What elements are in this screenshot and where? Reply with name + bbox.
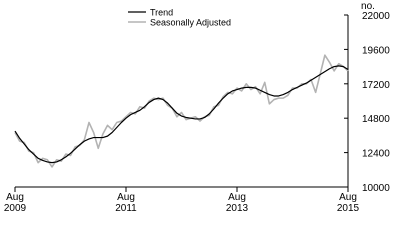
y-tick-label: 12400 bbox=[362, 149, 390, 160]
chart: no. 10000 12400 14800 17200 19600 22000 Aug 200… bbox=[4, 1, 390, 214]
x-tick-label: Aug 2013 bbox=[226, 192, 249, 214]
x-tick-label: Aug 2015 bbox=[337, 192, 360, 214]
y-tick-label: 10000 bbox=[362, 183, 390, 194]
x-tick-label: Aug 2009 bbox=[4, 192, 27, 214]
legend-label: Seasonally Adjusted bbox=[150, 18, 231, 28]
series-line bbox=[14, 54, 349, 168]
y-tick-label: 22000 bbox=[362, 11, 390, 22]
x-tick-label: Aug 2011 bbox=[115, 192, 137, 214]
y-tick-label: 19600 bbox=[362, 45, 390, 56]
y-unit: no. bbox=[361, 1, 375, 12]
series-line bbox=[14, 65, 349, 164]
y-tick-label: 17200 bbox=[362, 80, 390, 91]
legend-label: Trend bbox=[150, 8, 173, 18]
y-tick-label: 14800 bbox=[362, 114, 390, 125]
